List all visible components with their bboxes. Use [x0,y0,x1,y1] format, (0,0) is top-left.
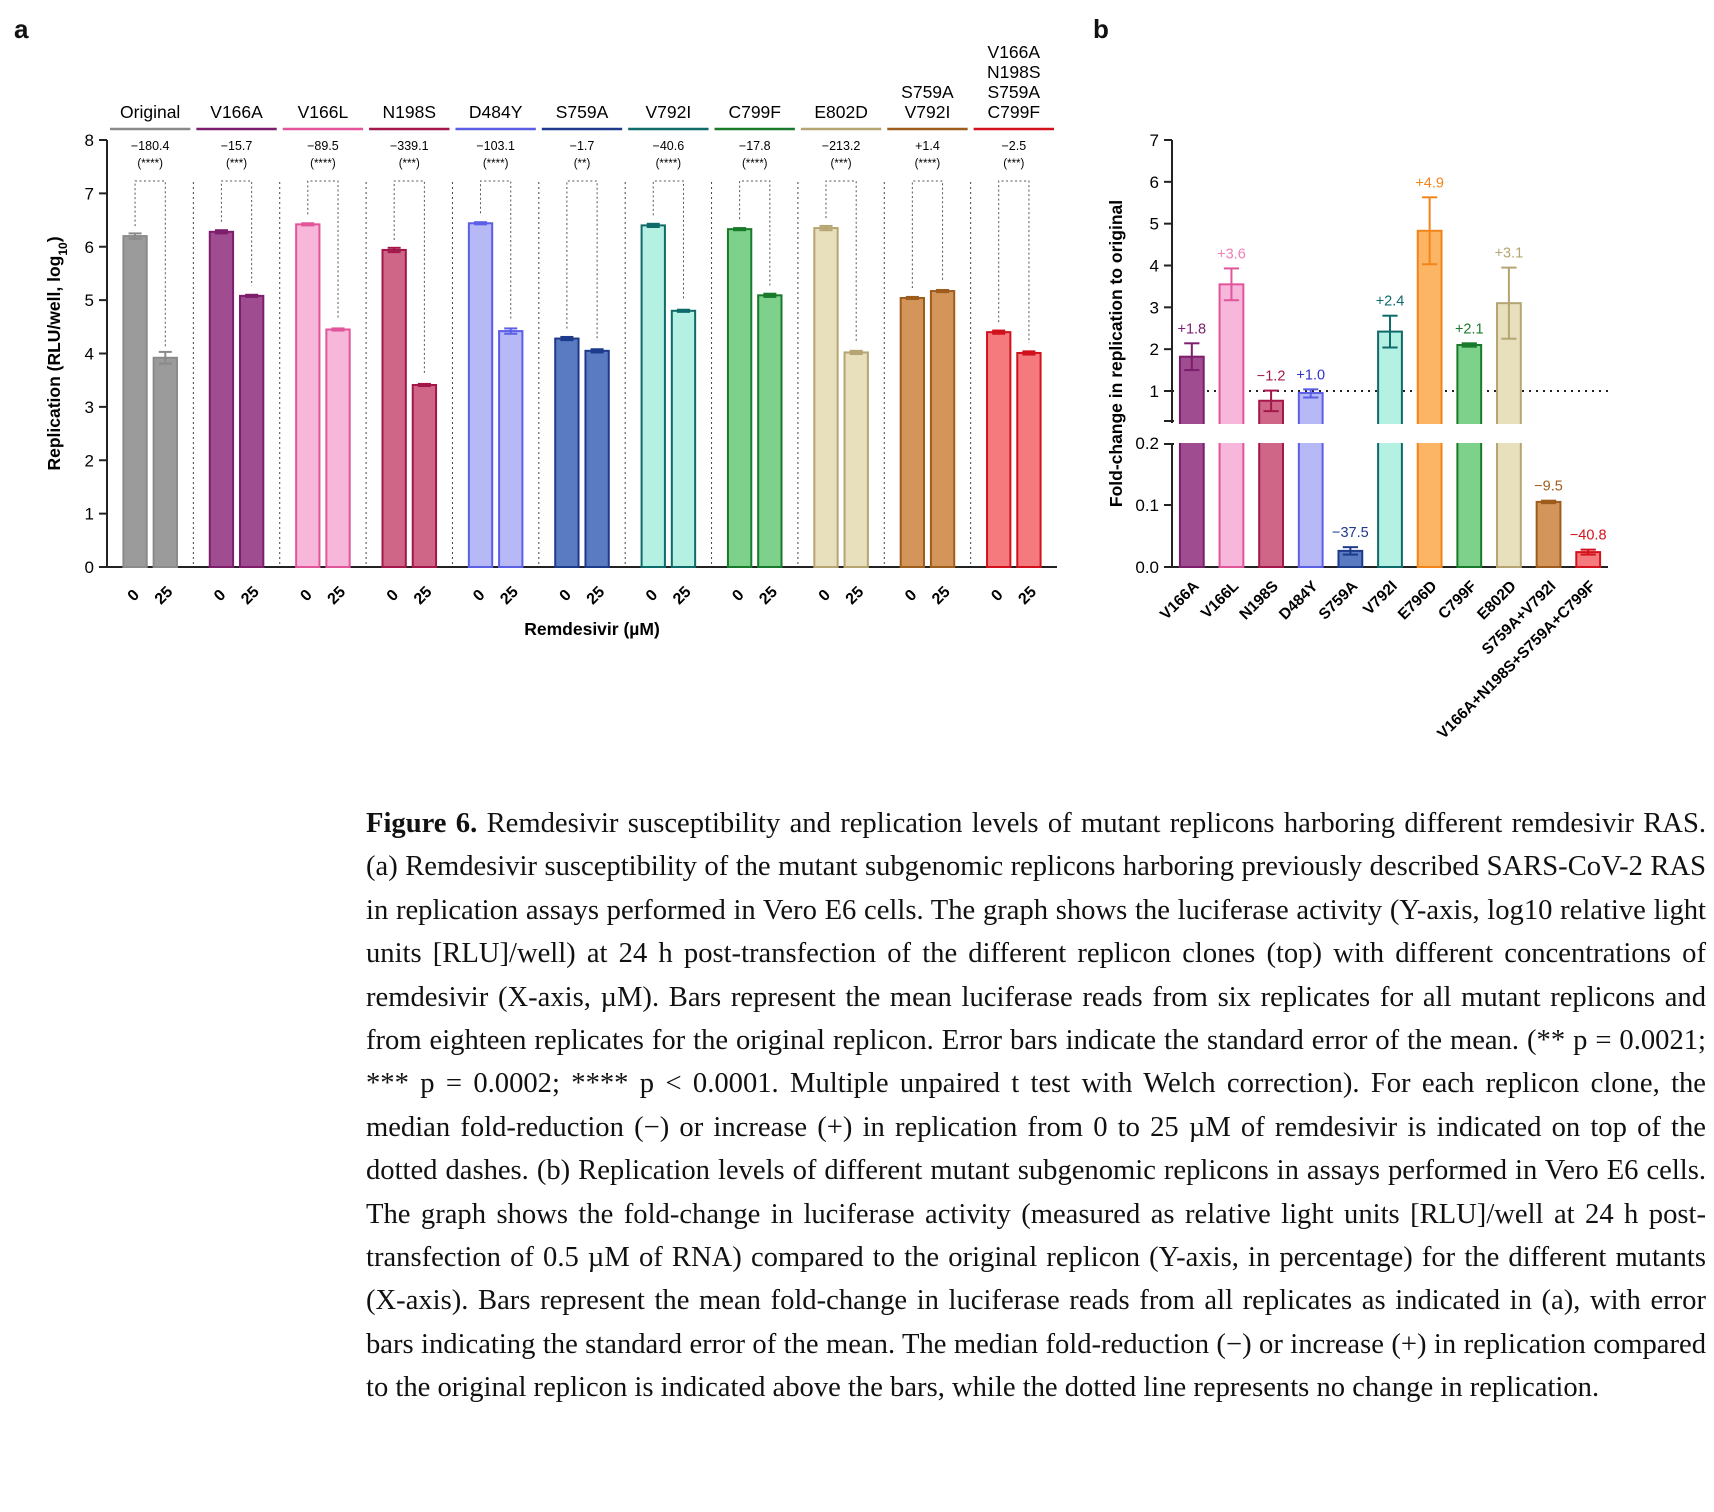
group-label: V792I [905,102,951,122]
bar [1178,355,1205,568]
bar-value-label: +2.4 [1376,294,1405,310]
group-label: N198S [383,102,437,122]
group-label: V166A [210,102,263,122]
group-label: Original [120,102,180,122]
group-label: V166L [298,102,349,122]
significance-label: (**) [574,158,591,170]
bar [1456,343,1483,568]
bar-value-label: −9.5 [1534,479,1563,495]
significance-label: (****) [137,158,163,170]
bar-value-label: +3.1 [1495,246,1524,262]
significance-bracket [566,180,598,341]
bar [1297,391,1324,569]
fold-change-label: −2.5 [1001,139,1026,153]
x-axis-label: Remdesivir (µM) [524,619,660,639]
fold-change-label: −339.1 [390,139,429,153]
y-tick-label: 0.1 [1135,496,1159,515]
group-label: S759A [556,102,609,122]
y-tick-label: 2 [1150,340,1159,359]
group-label: N198S [987,62,1041,82]
x-tick-label: V166A [1157,578,1203,624]
bar-value-label: −40.8 [1570,528,1607,544]
y-tick-label: 3 [85,398,94,417]
caption-label: Figure 6. [366,808,478,839]
fold-change-label: +1.4 [915,139,940,153]
fold-change-label: −1.7 [570,139,595,153]
group-label: S759A [901,82,954,102]
y-tick-label: 7 [1150,131,1159,150]
fold-change-label: −180.4 [131,139,170,153]
x-tick-label: V166L [1198,578,1242,622]
caption-text: Remdesivir susceptibility and replicatio… [366,808,1706,1404]
y-tick-label: 3 [1150,298,1159,317]
significance-label: (****) [915,158,941,170]
group-label: V166A [988,42,1041,62]
y-tick-label: 6 [1150,173,1159,192]
group-label: C799F [988,102,1041,122]
bar [1377,330,1403,569]
fold-change-label: −89.5 [307,139,339,153]
significance-label: (***) [399,158,420,170]
y-tick-label: 4 [85,345,94,364]
significance-bracket [998,180,1030,343]
group-label: S759A [988,82,1041,102]
panel-a-letter: a [14,14,29,44]
y-tick-label: 8 [85,131,94,150]
significance-label: (****) [310,158,336,170]
y-tick-label: 7 [85,184,94,203]
bar-value-label: +3.6 [1217,246,1246,262]
x-tick-label: S759A [1316,578,1362,624]
y-axis-label: Fold-change in replication to original [1106,200,1126,507]
significance-bracket [393,180,425,375]
x-tick-label: D484Y [1276,577,1322,623]
y-tick-label: 1 [1150,382,1159,401]
significance-bracket [220,180,253,286]
panel-b-letter: b [1093,14,1109,44]
bar-value-label: −1.2 [1257,369,1286,385]
significance-label: (****) [656,158,682,170]
significance-label: (***) [1003,158,1024,170]
y-tick-label: 5 [85,291,94,310]
bar-value-label: +1.8 [1178,321,1207,337]
x-tick-label: E796D [1395,578,1441,624]
bar-value-label: +4.9 [1415,175,1444,191]
y-tick-label: 4 [1150,257,1159,276]
significance-bracket [739,180,771,286]
y-tick-label: 0.2 [1135,434,1159,453]
axis-break-gap [1162,424,1618,443]
significance-label: (***) [226,158,247,170]
fold-change-label: −103.1 [476,139,515,153]
figure-caption: Figure 6. Remdesivir susceptibility and … [366,802,1706,1410]
y-tick-label: 0 [85,558,94,577]
fold-change-label: −17.8 [739,139,771,153]
group-label: C799F [728,102,781,122]
significance-label: (****) [483,158,509,170]
y-tick-label: 5 [1150,215,1159,234]
significance-bracket [825,180,857,343]
x-tick-label: N198S [1236,578,1282,624]
group-label: E802D [814,102,868,122]
group-label: D484Y [469,102,523,122]
fold-change-label: −213.2 [822,139,861,153]
y-tick-label: 1 [85,505,94,524]
significance-label: (****) [742,158,768,170]
fold-change-label: −40.6 [653,139,685,153]
group-label: V792I [645,102,691,122]
significance-bracket [134,180,166,348]
significance-label: (***) [831,158,852,170]
fold-change-label: −15.7 [221,139,253,153]
bar [1416,229,1443,569]
bar-value-label: +2.1 [1455,321,1484,337]
significance-bracket [911,180,944,288]
x-tick-label: C799F [1435,578,1480,623]
y-tick-label: 0.0 [1135,558,1159,577]
y-tick-label: 6 [85,238,94,257]
bar [1535,500,1562,568]
bar-value-label: −37.5 [1332,525,1369,541]
y-tick-label: 2 [85,451,94,470]
chart-b-fold-change: 1 2 3 4 5 6 7 0.0 0.1 0.2 Fold-change in replicati… [1106,131,1618,743]
significance-bracket [652,180,684,301]
bar-value-label: +1.0 [1296,367,1325,383]
